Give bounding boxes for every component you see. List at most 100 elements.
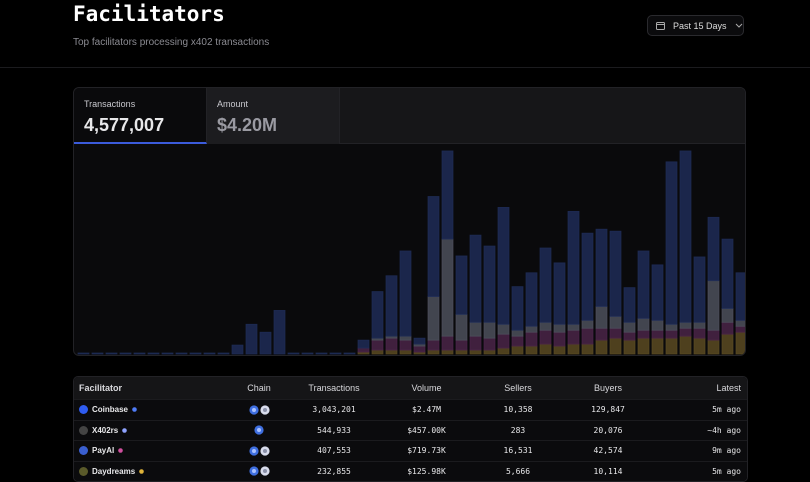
- bar-segment: [623, 321, 636, 333]
- bar-segment: [441, 349, 454, 355]
- bar-segment: [609, 230, 622, 317]
- tab-transactions[interactable]: Transactions 4,577,007: [74, 88, 207, 144]
- bar-segment: [441, 335, 454, 351]
- chain-icon: [248, 405, 259, 415]
- bar-segment: [665, 329, 678, 339]
- bar-segment: [707, 216, 720, 282]
- table-cell: 544,933: [317, 425, 351, 435]
- bar-segment: [287, 352, 300, 355]
- facilitator-name: X402rs: [79, 421, 229, 441]
- bar-segment: [651, 264, 664, 321]
- bar-segment: [553, 331, 566, 347]
- bar-segment: [539, 343, 552, 355]
- facilitator-label: PayAI: [92, 446, 115, 456]
- bar-segment: [203, 352, 216, 355]
- facilitator-logo: [79, 446, 88, 456]
- bar-segment: [483, 321, 496, 339]
- chain-icons: [229, 400, 289, 420]
- column-header: Sellers: [504, 383, 532, 393]
- bar-segment: [511, 345, 524, 355]
- status-dot: [122, 427, 128, 433]
- bar-segment: [567, 210, 580, 325]
- bar-segment: [609, 337, 622, 355]
- bar-segment: [455, 349, 468, 355]
- bar-segment: [497, 347, 510, 355]
- bar-segment: [427, 196, 440, 297]
- column-header: Latest: [716, 383, 741, 393]
- chain-icons: [229, 421, 289, 441]
- table-cell: ~4h ago: [707, 425, 741, 435]
- table-cell: 407,553: [317, 446, 351, 456]
- bar-segment: [693, 327, 706, 339]
- bar-segment: [441, 238, 454, 337]
- tab-value: 4,577,007: [84, 115, 165, 135]
- bar-segment: [581, 327, 594, 345]
- table-cell: 3,043,201: [312, 405, 356, 415]
- tab-amount[interactable]: Amount $4.20M: [207, 88, 340, 144]
- bar-segment: [357, 339, 370, 349]
- bar-segment: [497, 333, 510, 349]
- bar-segment: [217, 352, 230, 355]
- bar-segment: [553, 262, 566, 325]
- facilitator-name: PayAI: [79, 441, 229, 461]
- bar-segment: [483, 245, 496, 323]
- bar-segment: [595, 339, 608, 355]
- table-cell: $2.47M: [412, 405, 441, 415]
- status-dot: [139, 468, 144, 474]
- table-row[interactable]: Coinbase 3,043,201 $2.47M 10,358 129,847 5m a…: [74, 399, 747, 420]
- bar-segment: [189, 352, 202, 355]
- chain-icon: [248, 446, 259, 456]
- bar-segment: [385, 275, 398, 337]
- bar-segment: [595, 327, 608, 341]
- bar-segment: [469, 234, 482, 323]
- bar-segment: [735, 331, 745, 355]
- bar-segment: [105, 352, 118, 355]
- bar-segment: [567, 323, 580, 331]
- bar-segment: [721, 238, 734, 309]
- chain-icon: [248, 466, 259, 476]
- date-range-button[interactable]: Past 15 Days: [647, 15, 744, 36]
- bar-segment: [231, 344, 244, 355]
- bar-segment: [455, 339, 468, 351]
- facilitator-label: Coinbase: [92, 405, 129, 415]
- bar-segment: [413, 337, 426, 345]
- table-cell: $125.98K: [407, 466, 446, 476]
- bar-segment: [721, 333, 734, 355]
- table-row[interactable]: X402rs 544,933 $457.00K 283 20,076 ~4h ago: [74, 419, 747, 441]
- bar-segment: [371, 291, 384, 339]
- bar-segment: [679, 335, 692, 355]
- bar-segment: [665, 161, 678, 325]
- bar-segment: [721, 308, 734, 323]
- bar-segment: [609, 327, 622, 339]
- bar-segment: [469, 335, 482, 351]
- table-row[interactable]: PayAI 407,553 $719.73K 16,531 42,574 9m ago: [74, 440, 747, 461]
- bar-segment: [637, 250, 650, 319]
- bar-segment: [497, 323, 510, 335]
- bar-segment: [343, 352, 356, 355]
- facilitator-label: X402rs: [92, 425, 119, 435]
- tab-label: Transactions: [84, 99, 136, 109]
- bar-segment: [609, 315, 622, 329]
- bar-segment: [679, 150, 692, 323]
- bar-segment: [637, 337, 650, 355]
- bar-segment: [301, 352, 314, 355]
- bar-segment: [147, 352, 160, 355]
- tab-label: Amount: [217, 99, 249, 109]
- bar-segment: [567, 329, 580, 345]
- bar-segment: [329, 352, 342, 355]
- table-row[interactable]: Daydreams 232,855 $125.98K 5,666 10,114 5m ag…: [74, 460, 747, 482]
- facilitator-name: Daydreams: [79, 462, 229, 482]
- column-header: Chain: [247, 383, 271, 393]
- bar-segment: [371, 349, 384, 355]
- bar-segment: [385, 349, 398, 355]
- bar-segment: [455, 255, 468, 315]
- bar-segment: [91, 352, 104, 355]
- bar-segment: [553, 345, 566, 355]
- bar-segment: [707, 280, 720, 331]
- bar-segment: [469, 321, 482, 337]
- bar-segment: [427, 296, 440, 341]
- bar-segment: [679, 321, 692, 329]
- bar-segment: [77, 352, 90, 355]
- bar-segment: [315, 352, 328, 355]
- bar-segment: [707, 329, 720, 341]
